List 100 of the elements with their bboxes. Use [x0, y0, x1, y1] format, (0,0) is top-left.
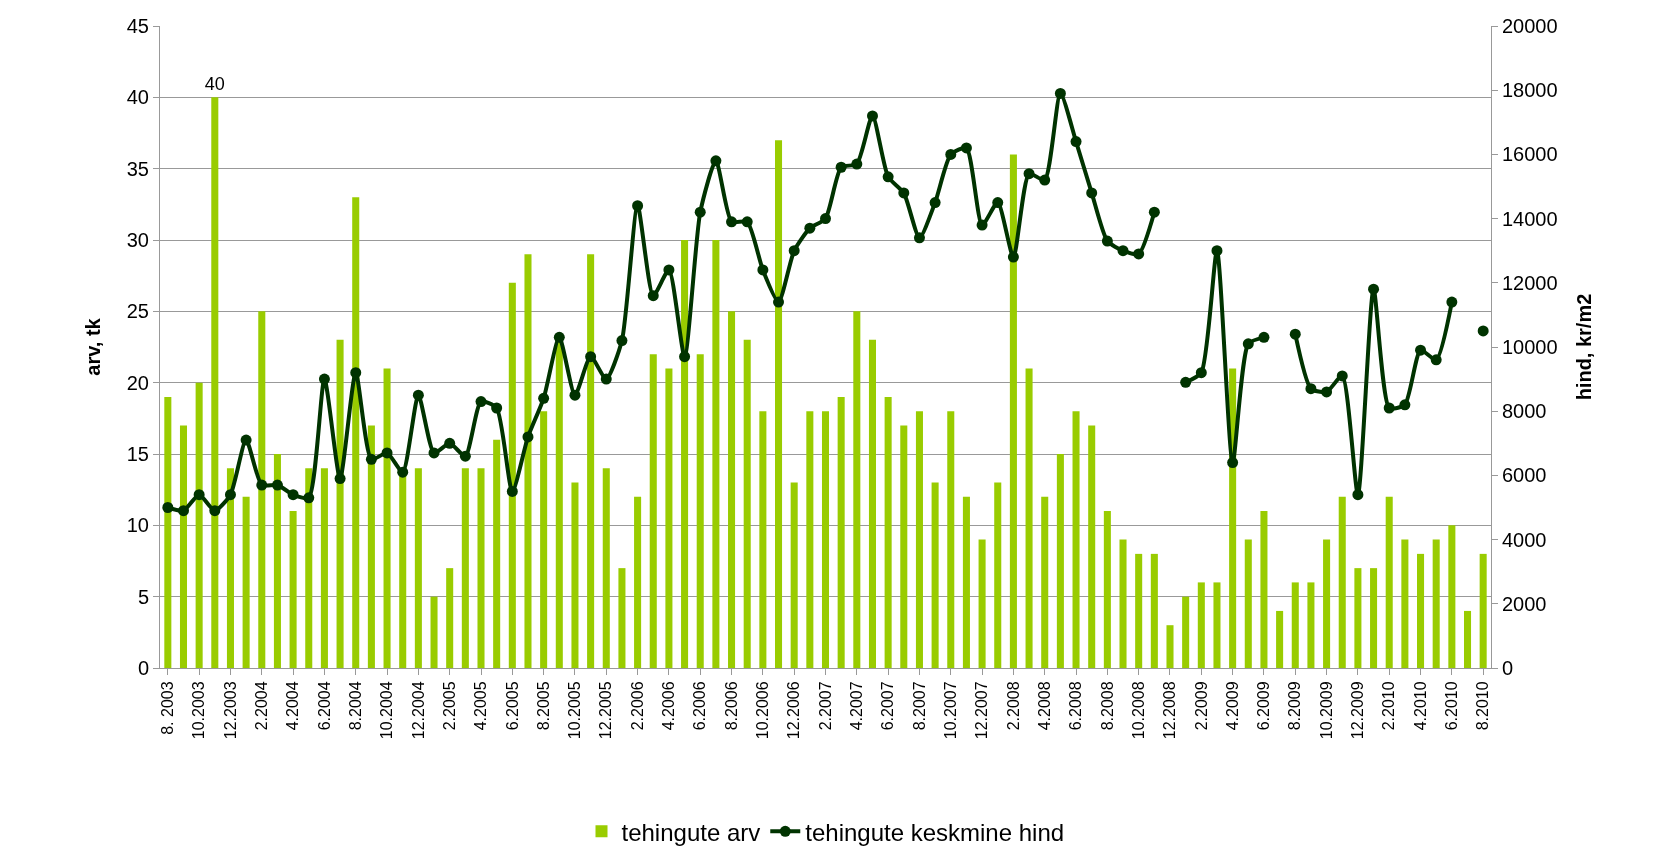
bar	[712, 240, 720, 668]
x-tick-label: 2.2007	[816, 681, 834, 731]
y2-axis-title: hind, kr/m2	[1573, 293, 1596, 401]
y2-tick-label: 4000	[1502, 528, 1547, 551]
bar	[696, 354, 704, 668]
y-tick-label: 30	[126, 229, 149, 251]
bar	[258, 311, 266, 668]
x-tick-label: 8.2006	[722, 681, 740, 731]
bar	[1135, 553, 1143, 668]
bar	[493, 439, 501, 668]
y2-tick-label: 14000	[1502, 207, 1558, 230]
bar	[1009, 154, 1017, 668]
x-tick-label: 8.2010	[1474, 681, 1492, 731]
bar	[634, 496, 642, 668]
bar	[477, 468, 485, 668]
x-tick-label: 10.2004	[378, 681, 396, 740]
bar	[759, 411, 767, 668]
y-tick-label: 10	[126, 514, 149, 537]
bar	[414, 468, 422, 668]
x-tick-label: 6.2009	[1255, 681, 1273, 731]
y-tick-label: 15	[126, 443, 149, 465]
x-tick-label: 10.2008	[1129, 681, 1147, 740]
bar	[1103, 511, 1111, 668]
bar	[868, 339, 876, 668]
y-axis-title: arv, tk	[82, 317, 105, 376]
bar	[947, 411, 955, 668]
bar	[1166, 625, 1174, 668]
x-tick-label: 12.2005	[597, 681, 615, 740]
y2-tick-label: 12000	[1502, 271, 1558, 294]
x-tick-label: 6.2005	[503, 681, 521, 731]
bar	[1119, 539, 1127, 668]
bar	[900, 425, 908, 668]
bar	[665, 368, 673, 668]
bar	[602, 468, 610, 668]
x-tick-label: 10.2009	[1317, 681, 1335, 740]
x-tick-label: 12.2004	[409, 681, 427, 740]
bar	[1323, 539, 1331, 668]
y2-tick-label: 16000	[1502, 143, 1558, 166]
bar	[1354, 568, 1362, 668]
x-tick-label: 12.2008	[1161, 681, 1179, 740]
bar	[915, 411, 923, 668]
bar	[164, 396, 172, 668]
bar	[1150, 553, 1158, 668]
x-tick-label: 10.2005	[566, 681, 584, 740]
bar	[211, 97, 219, 668]
bar	[1182, 596, 1190, 668]
x-tick-label: 4.2004	[284, 681, 302, 731]
x-tick-label: 4.2010	[1411, 681, 1429, 731]
legend-label: tehingute arv	[621, 818, 761, 846]
x-tick-label: 8.2005	[534, 681, 552, 731]
y2-tick-label: 2000	[1502, 592, 1547, 615]
bar	[587, 254, 595, 668]
bar	[336, 339, 344, 668]
bar	[1244, 539, 1252, 668]
bar	[571, 482, 579, 668]
y-tick-label: 45	[126, 15, 149, 37]
bar	[790, 482, 798, 668]
bar	[540, 411, 548, 668]
x-tick-label: 12.2009	[1349, 681, 1367, 740]
x-tick-label: 12.2006	[785, 681, 803, 740]
bar	[837, 396, 845, 668]
x-tick-label: 8.2007	[910, 681, 928, 731]
bar	[1276, 610, 1284, 668]
bar	[383, 368, 391, 668]
bar	[1370, 568, 1378, 668]
y-tick-label: 25	[126, 300, 149, 323]
bar	[1197, 582, 1205, 668]
bar	[195, 382, 203, 668]
bar	[1025, 368, 1033, 668]
bar	[524, 254, 532, 668]
bar	[1213, 582, 1221, 668]
bar	[446, 568, 454, 668]
bar	[1260, 511, 1268, 668]
y-tick-label: 0	[137, 657, 149, 679]
bar	[821, 411, 830, 668]
bar	[994, 482, 1002, 668]
x-tick-label: 2.2005	[440, 681, 458, 731]
bar	[962, 496, 970, 668]
x-tick-label: 4.2007	[848, 681, 866, 731]
y2-tick-label: 18000	[1502, 79, 1558, 102]
data-label: 40	[204, 74, 225, 95]
y-tick-label: 5	[137, 585, 149, 608]
bar	[179, 425, 188, 668]
bar	[681, 240, 689, 668]
bar	[978, 539, 986, 668]
x-tick-label: 8. 2003	[159, 681, 177, 735]
bar	[1463, 610, 1472, 668]
x-tick-label: 2.2004	[252, 681, 270, 731]
bar	[728, 311, 736, 668]
bar	[884, 396, 892, 668]
y-tick-label: 35	[126, 157, 149, 180]
bar	[242, 496, 250, 668]
bar	[775, 140, 783, 668]
x-tick-label: 4.2008	[1035, 681, 1053, 731]
y-tick-label: 40	[126, 86, 149, 109]
x-tick-label: 6.2008	[1067, 681, 1085, 731]
bar	[1056, 454, 1064, 668]
bar	[1432, 539, 1440, 668]
bar	[743, 339, 751, 668]
x-tick-label: 12.2003	[221, 681, 239, 740]
